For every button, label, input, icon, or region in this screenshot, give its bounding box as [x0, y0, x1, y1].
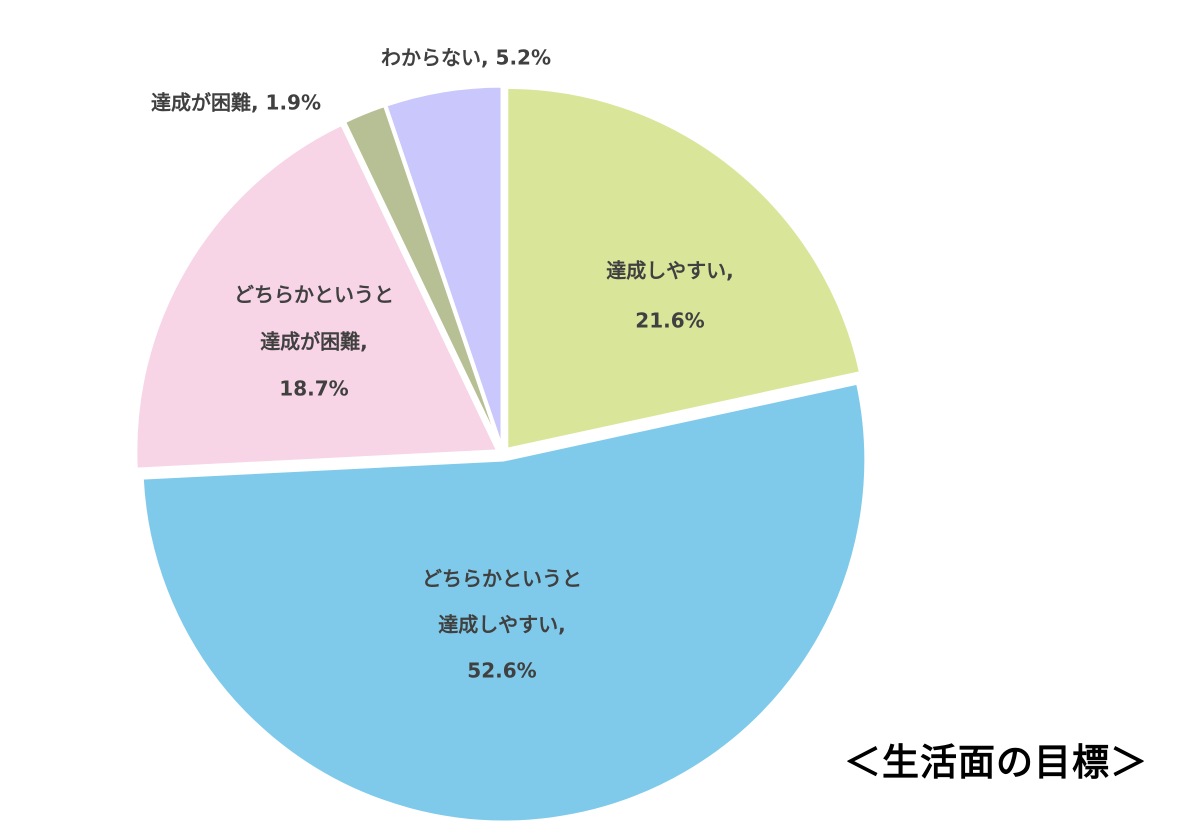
pie-slice-5: [383, 84, 504, 449]
pie-slice-3: [134, 122, 501, 471]
slice-label-2-line-3: 52.6%: [467, 659, 536, 683]
slice-label-2-line-2: 達成しやすい,: [438, 613, 565, 637]
slice-label-3-line-2: 達成が困難,: [260, 330, 368, 354]
slice-label-3-line-3: 18.7%: [279, 377, 348, 401]
slice-label-2-line-1: どちらかというと: [422, 567, 582, 591]
slice-label-5-line-1: わからない, 5.2%: [381, 46, 551, 70]
slice-label-4-line-1: 達成が困難, 1.9%: [151, 91, 321, 115]
chart-title: ＜生活面の目標＞: [844, 741, 1148, 784]
slice-label-3-line-1: どちらかというと: [234, 283, 394, 307]
pie-slices: [134, 84, 868, 824]
slice-label-1-line-1: 達成しやすい,: [606, 259, 733, 283]
pie-slice-2: [140, 381, 868, 824]
slice-labels: 達成しやすい,21.6%どちらかというと達成しやすい,52.6%どちらかというと…: [151, 46, 734, 683]
slice-label-1-line-2: 21.6%: [635, 309, 704, 333]
pie-slice-1: [505, 85, 863, 452]
